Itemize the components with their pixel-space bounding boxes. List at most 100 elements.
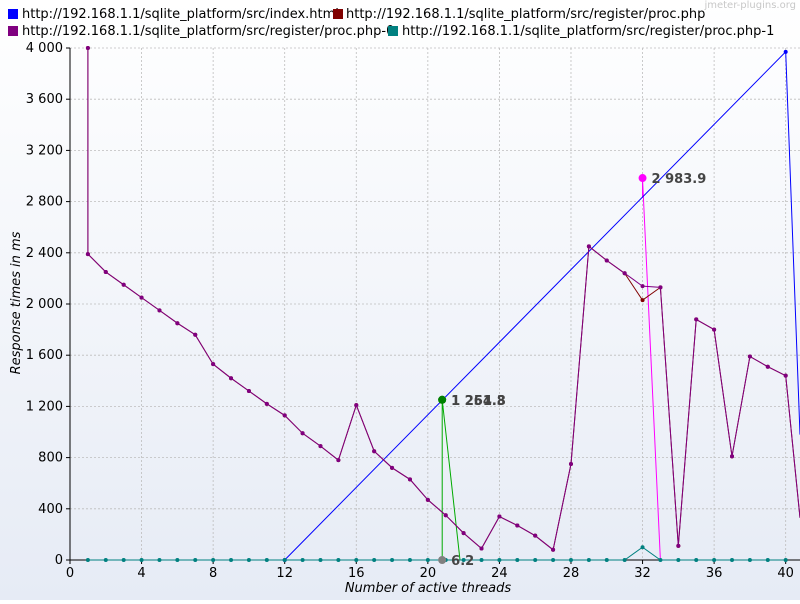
- series-point-3: [175, 558, 180, 562]
- series-point-3: [193, 558, 198, 562]
- series-point-3: [730, 558, 735, 562]
- x-tick-label: 12: [276, 566, 293, 581]
- x-tick-label: 20: [420, 566, 437, 581]
- series-point-2: [604, 258, 609, 263]
- series-point-2: [551, 547, 556, 552]
- series-point-3: [765, 558, 770, 562]
- series-point-3: [551, 558, 556, 562]
- series-point-2: [730, 454, 735, 459]
- series-point-1: [640, 298, 645, 303]
- legend-label-index: http://192.168.1.1/sqlite_platform/src/i…: [22, 7, 339, 22]
- legend-swatch-proc-1: [388, 26, 398, 36]
- series-line-3: [87, 546, 786, 561]
- series-point-3: [407, 558, 412, 562]
- series-point-3: [372, 558, 377, 562]
- legend-label-proc-1: http://192.168.1.1/sqlite_platform/src/r…: [402, 24, 774, 39]
- series-point-2: [85, 252, 90, 257]
- series-point-2: [622, 271, 627, 276]
- y-tick-label: 2 800: [26, 195, 63, 210]
- y-tick-label: 1 600: [26, 348, 63, 363]
- series-point-3: [461, 558, 466, 562]
- annotation-label: 1 264.3: [451, 394, 506, 409]
- series-point-2: [211, 362, 216, 367]
- series-point-2: [229, 376, 234, 381]
- series-point-3: [533, 558, 538, 562]
- series-point-3: [783, 558, 788, 562]
- series-point-3: [300, 558, 305, 562]
- series-point-2: [712, 327, 717, 332]
- series-point-2: [103, 270, 108, 274]
- legend-swatch-proc-0: [8, 26, 18, 36]
- series-point-2: [407, 477, 412, 482]
- series-line-2: [87, 48, 800, 551]
- series-point-3: [425, 558, 430, 562]
- series-point-2: [139, 295, 144, 300]
- series-point-2: [461, 531, 466, 536]
- annotation-label: 2 983.9: [652, 172, 707, 187]
- series-point-2: [783, 373, 788, 378]
- series-point-3: [497, 558, 502, 562]
- series-point-3: [640, 545, 645, 550]
- x-tick-label: 4: [137, 566, 145, 581]
- y-tick-label: 4 000: [26, 41, 63, 56]
- series-point-3: [85, 558, 90, 562]
- series-point-2: [497, 514, 502, 519]
- x-tick-label: 16: [348, 566, 365, 581]
- series-point-3: [390, 558, 395, 562]
- series-point-0: [783, 49, 788, 54]
- series-point-2: [336, 458, 341, 463]
- series-point-3: [479, 558, 484, 562]
- x-tick-label: 24: [491, 566, 508, 581]
- series-point-3: [354, 558, 359, 562]
- watermark: jmeter-plugins.org: [703, 0, 796, 11]
- series-point-2: [85, 46, 90, 50]
- y-tick-label: 2 400: [26, 246, 63, 261]
- x-tick-label: 40: [777, 566, 794, 581]
- series-point-3: [568, 558, 573, 562]
- legend-label-proc-0: http://192.168.1.1/sqlite_platform/src/r…: [22, 24, 394, 39]
- series-point-2: [425, 497, 430, 502]
- legend: http://192.168.1.1/sqlite_platform/src/i…: [8, 7, 774, 39]
- series-point-2: [658, 285, 663, 290]
- x-tick-label: 32: [634, 566, 651, 581]
- y-tick-label: 3 200: [26, 143, 63, 158]
- annotation-label: 1 251.8: [451, 394, 506, 409]
- series-point-2: [354, 403, 359, 408]
- series-point-3: [121, 558, 126, 562]
- series-point-2: [193, 332, 198, 337]
- series-point-3: [676, 558, 681, 562]
- x-tick-label: 0: [66, 566, 74, 581]
- series-point-3: [282, 558, 287, 562]
- y-axis-title: Response times in ms: [9, 231, 24, 374]
- y-tick-label: 400: [38, 502, 63, 517]
- series-point-2: [372, 449, 377, 454]
- series-point-2: [175, 321, 180, 326]
- series-point-2: [694, 317, 699, 322]
- series-point-3: [211, 558, 216, 562]
- y-tick-label: 0: [55, 553, 63, 568]
- series-point-2: [765, 364, 770, 369]
- x-tick-label: 8: [209, 566, 217, 581]
- annotation-marker: [438, 395, 447, 404]
- y-tick-label: 1 200: [26, 399, 63, 414]
- y-tick-label: 800: [38, 451, 63, 466]
- series-point-3: [694, 558, 699, 562]
- series-point-2: [318, 444, 323, 449]
- series-point-2: [586, 244, 591, 249]
- series-point-3: [712, 558, 717, 562]
- series-point-2: [676, 543, 681, 548]
- series-point-3: [264, 558, 269, 562]
- series-point-3: [747, 558, 752, 562]
- series-point-3: [318, 558, 323, 562]
- series-point-2: [157, 308, 162, 313]
- legend-swatch-index: [8, 9, 18, 19]
- series-point-3: [658, 558, 663, 562]
- series-point-3: [622, 558, 627, 562]
- series-point-2: [533, 533, 538, 538]
- series-point-3: [157, 558, 162, 562]
- series-point-2: [515, 523, 520, 528]
- series-point-2: [282, 413, 287, 418]
- series-point-2: [747, 354, 752, 359]
